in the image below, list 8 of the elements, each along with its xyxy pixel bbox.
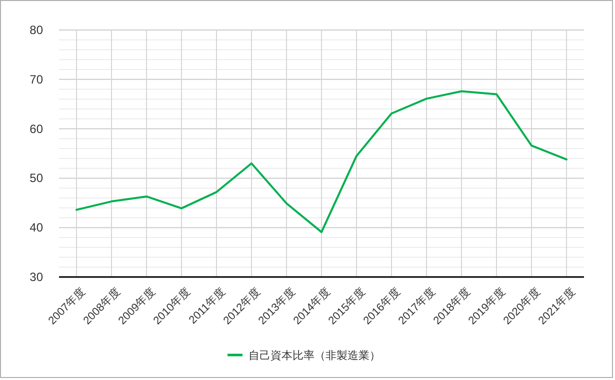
y-tick-label: 60 (30, 122, 44, 136)
legend-label: 自己資本比率（非製造業） (248, 349, 380, 362)
y-tick-label: 70 (30, 72, 44, 86)
y-tick-label: 50 (30, 171, 44, 186)
y-tick-label: 80 (30, 23, 44, 37)
y-tick-label: 40 (30, 220, 44, 235)
line-series (76, 90, 568, 234)
y-tick-label: 30 (30, 270, 44, 284)
